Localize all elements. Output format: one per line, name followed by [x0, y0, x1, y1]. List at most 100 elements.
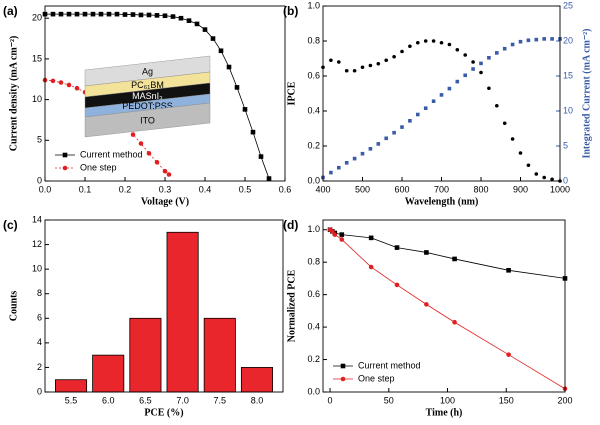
- x-tick-label: 400: [315, 184, 330, 194]
- y-tick-label: 0: [37, 386, 42, 396]
- panel-label: (a): [3, 4, 18, 18]
- marker: [506, 352, 511, 357]
- marker: [502, 121, 507, 126]
- marker: [162, 13, 168, 19]
- marker: [339, 237, 345, 242]
- x-tick-label: 7.0: [176, 395, 189, 405]
- marker: [384, 58, 389, 63]
- y-tick-label: 5: [37, 135, 42, 145]
- marker: [210, 36, 216, 41]
- y-axis-label: Counts: [8, 291, 19, 322]
- marker: [368, 63, 373, 68]
- marker: [471, 67, 475, 71]
- series-line: [329, 229, 566, 279]
- y2-tick-label: 0: [563, 175, 568, 185]
- bar: [240, 367, 273, 393]
- plot-frame: [44, 219, 284, 393]
- marker: [332, 232, 338, 237]
- y-tick-label: 0.8: [307, 35, 320, 45]
- marker: [194, 21, 200, 27]
- marker: [360, 151, 365, 156]
- marker: [487, 86, 491, 91]
- marker: [82, 11, 88, 17]
- marker: [423, 106, 428, 110]
- marker: [416, 112, 420, 117]
- bar: [203, 317, 236, 393]
- marker: [526, 163, 531, 168]
- plot-frame: [322, 5, 561, 182]
- y-tick-label: 1.0: [307, 224, 320, 234]
- panel-label: (b): [283, 4, 298, 18]
- y2-tick-label: 25: [563, 0, 573, 10]
- marker: [250, 129, 256, 135]
- marker: [266, 176, 272, 181]
- marker: [518, 39, 523, 44]
- marker: [424, 250, 429, 255]
- marker: [394, 282, 400, 288]
- marker: [122, 12, 128, 17]
- x-tick-label: 100: [440, 395, 455, 405]
- marker: [329, 58, 333, 63]
- marker: [495, 103, 499, 108]
- y-tick-label: 14: [32, 214, 42, 224]
- x-tick-label: 7.5: [214, 395, 227, 405]
- marker: [376, 61, 381, 66]
- x-tick-label: 700: [434, 184, 449, 194]
- x-axis-label: Voltage (V): [141, 196, 189, 207]
- marker: [234, 85, 240, 90]
- y-tick-label: 4: [37, 337, 42, 347]
- marker: [423, 39, 428, 43]
- marker: [339, 232, 345, 237]
- marker: [344, 161, 349, 165]
- x-tick-label: 0.6: [279, 184, 292, 194]
- x-tick-label: 6.5: [139, 395, 152, 405]
- y-tick-label: 0.2: [307, 140, 320, 150]
- plot-frame: [44, 5, 286, 182]
- marker: [226, 64, 232, 70]
- marker: [463, 73, 467, 78]
- marker: [154, 13, 160, 18]
- bar: [55, 379, 88, 393]
- marker: [455, 47, 460, 52]
- marker: [258, 154, 264, 159]
- x-axis-label: PCE (%): [144, 407, 183, 418]
- y2-axis-label: Integrated Current (mA cm⁻²): [581, 28, 592, 158]
- y-tick-label: 0.0: [307, 175, 320, 185]
- panel-label: (d): [283, 218, 298, 232]
- marker: [130, 12, 136, 17]
- marker: [431, 99, 436, 103]
- marker: [58, 11, 64, 17]
- marker: [400, 125, 404, 129]
- marker: [487, 56, 491, 60]
- marker: [74, 11, 80, 17]
- x-tick-label: 1000: [550, 184, 570, 194]
- inset-layer: [84, 102, 211, 138]
- x-tick-label: 0.3: [159, 184, 172, 194]
- x-tick-label: 0.0: [39, 184, 52, 194]
- marker: [431, 39, 436, 43]
- marker: [368, 235, 374, 241]
- marker: [170, 14, 176, 19]
- marker: [178, 15, 184, 21]
- marker: [471, 60, 475, 64]
- x-tick-label: 200: [557, 395, 572, 405]
- marker: [510, 42, 515, 47]
- y-axis-label: Normalized PCE: [286, 269, 297, 342]
- marker: [154, 159, 160, 165]
- y-tick-label: 12: [32, 239, 42, 249]
- y2-tick-label: 5: [563, 140, 568, 150]
- y-tick-label: 15: [32, 53, 42, 63]
- legend-label: One step: [358, 373, 395, 383]
- x-tick-label: 0: [328, 395, 333, 405]
- x-tick-label: 0.5: [239, 184, 252, 194]
- x-tick-label: 50: [384, 395, 394, 405]
- marker: [106, 11, 112, 17]
- y-tick-label: 6: [37, 313, 42, 323]
- marker: [242, 107, 248, 112]
- x-axis-label: Time (h): [426, 407, 463, 418]
- marker: [344, 68, 349, 73]
- x-tick-label: 900: [513, 184, 528, 194]
- marker: [392, 130, 396, 135]
- marker: [439, 40, 444, 45]
